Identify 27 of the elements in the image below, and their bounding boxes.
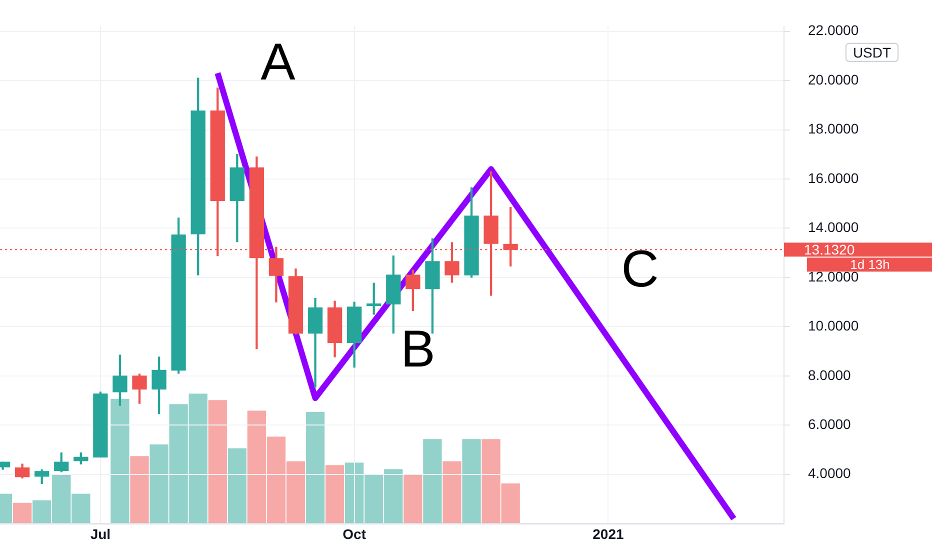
bar	[208, 400, 227, 524]
annotation: C	[621, 240, 659, 298]
bar	[423, 439, 442, 524]
bar	[228, 448, 246, 524]
y-tick-label: 14.0000	[808, 219, 859, 236]
bar	[462, 439, 481, 524]
x-tick-label: 2021	[592, 526, 624, 542]
ref-line-label: 13.1320	[804, 241, 855, 258]
x-tick-label: Oct	[342, 526, 366, 542]
y-tick-label: 8.0000	[808, 366, 852, 383]
bar	[130, 456, 149, 524]
bar	[306, 412, 325, 524]
annotation: A	[260, 33, 296, 92]
y-tick-label: 10.0000	[808, 318, 859, 334]
y-tick-label: 6.0000	[808, 416, 852, 432]
text: USDT	[852, 44, 892, 60]
bar	[325, 465, 344, 524]
y-tick-label: 16.0000	[808, 170, 859, 186]
y-tick-label: 4.0000	[808, 465, 852, 482]
bar	[110, 398, 130, 524]
annotation: B	[400, 320, 436, 378]
x-tick-label: Jul	[90, 526, 111, 542]
y-tick-label: 20.0000	[808, 71, 859, 88]
y-tick-label: 18.0000	[808, 120, 859, 137]
bar	[404, 474, 422, 524]
y-tick-label: 22.0000	[808, 22, 859, 38]
bar	[442, 461, 462, 524]
